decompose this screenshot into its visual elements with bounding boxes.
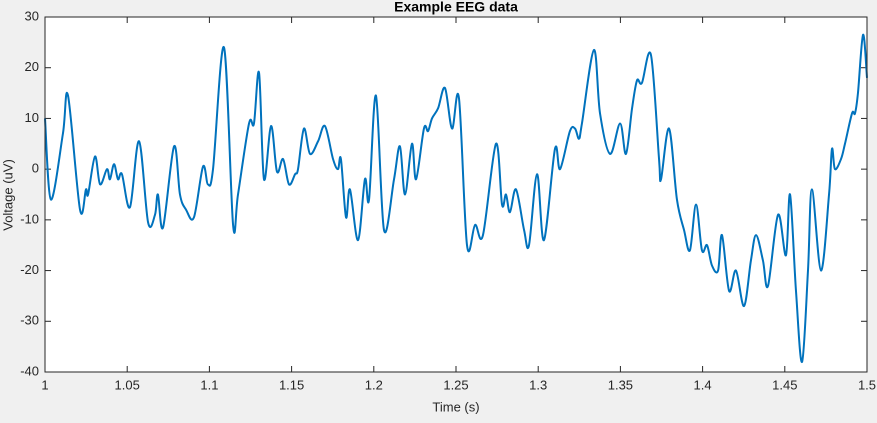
x-tick-label: 1.3 bbox=[529, 377, 547, 392]
x-tick-label: 1.5 bbox=[858, 377, 876, 392]
eeg-line bbox=[44, 33, 868, 363]
y-tick-label: 30 bbox=[25, 8, 39, 23]
y-tick-label: -40 bbox=[20, 363, 39, 378]
y-tick-label: 10 bbox=[25, 110, 39, 125]
x-tick-label: 1.25 bbox=[443, 377, 468, 392]
x-axis-label: Time (s) bbox=[432, 399, 479, 414]
y-axis-label: Voltage (uV) bbox=[0, 159, 15, 231]
x-tick-label: 1.35 bbox=[608, 377, 633, 392]
x-tick-label: 1.2 bbox=[365, 377, 383, 392]
x-tick-label: 1.05 bbox=[115, 377, 140, 392]
x-tick-label: 1.45 bbox=[772, 377, 797, 392]
y-tick-label: -30 bbox=[20, 313, 39, 328]
x-tick-label: 1.4 bbox=[694, 377, 712, 392]
x-tick-label: 1 bbox=[41, 377, 48, 392]
y-tick-label: -20 bbox=[20, 262, 39, 277]
x-tick-label: 1.1 bbox=[200, 377, 218, 392]
plot-frame bbox=[44, 16, 868, 373]
plot-area bbox=[45, 17, 867, 372]
y-tick-label: -10 bbox=[20, 211, 39, 226]
y-tick-label: 0 bbox=[32, 161, 39, 176]
chart-title: Example EEG data bbox=[394, 0, 518, 15]
x-tick-label: 1.15 bbox=[279, 377, 304, 392]
y-tick-label: 20 bbox=[25, 59, 39, 74]
